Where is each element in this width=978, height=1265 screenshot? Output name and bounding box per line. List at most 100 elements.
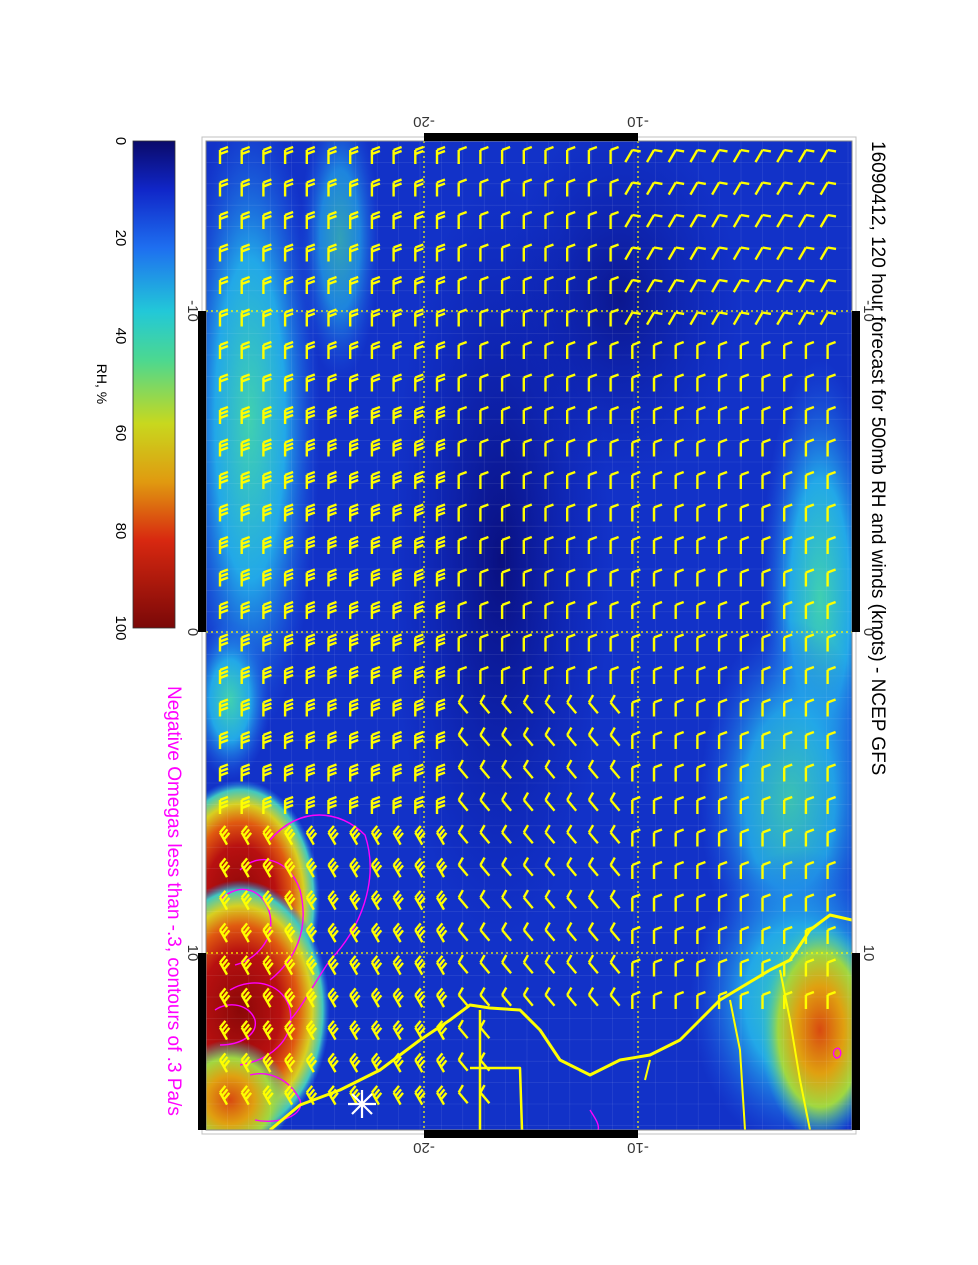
wind-barb	[587, 308, 598, 327]
wind-barb	[609, 373, 620, 392]
wind-barb	[370, 308, 381, 327]
wind-barb	[349, 795, 359, 814]
lat-tick-bottom-1: -20	[413, 1139, 435, 1156]
wind-barb	[262, 698, 272, 717]
wind-barb	[240, 210, 251, 229]
wind-barb	[652, 925, 663, 944]
wind-barb	[283, 568, 294, 587]
wind-barb	[522, 824, 534, 844]
wind-barb	[262, 600, 272, 619]
wind-barb	[435, 922, 448, 943]
wind-barb	[392, 1052, 404, 1073]
wind-barb	[457, 503, 468, 522]
wind-barb	[370, 955, 383, 976]
wind-barb	[652, 535, 663, 554]
wind-barb	[283, 438, 294, 457]
wind-barb	[500, 275, 511, 294]
wind-barb	[696, 698, 706, 717]
wind-barb	[283, 308, 294, 327]
wind-barb	[674, 568, 685, 587]
wind-barb	[522, 373, 533, 392]
wind-barb	[501, 986, 513, 1007]
wind-barb	[327, 340, 337, 359]
wind-barb	[587, 824, 599, 844]
wind-barb	[761, 535, 771, 554]
wind-barb	[370, 438, 381, 457]
wind-barb	[826, 698, 837, 717]
wind-barb	[711, 181, 728, 196]
wind-barb	[305, 275, 316, 294]
wind-barb	[761, 828, 771, 847]
wind-barb	[414, 308, 424, 327]
wind-barb	[674, 958, 685, 977]
wind-barb	[349, 987, 361, 1008]
wind-barb	[435, 340, 446, 359]
wind-barb	[761, 568, 771, 587]
wind-barb	[414, 987, 426, 1008]
wind-barb	[609, 921, 621, 942]
wind-barb	[609, 275, 620, 294]
wind-barb	[783, 860, 793, 879]
wind-barb	[804, 698, 815, 717]
wind-barb	[370, 730, 381, 749]
wind-barb	[435, 178, 446, 197]
wind-barb	[262, 633, 272, 652]
wind-barb	[667, 213, 685, 228]
wind-barb	[349, 955, 361, 976]
wind-barb	[797, 213, 815, 228]
wind-barb	[240, 340, 251, 359]
wind-barb	[826, 470, 837, 489]
wind-barb	[349, 503, 359, 522]
wind-barb	[717, 373, 728, 392]
wind-barb	[240, 568, 251, 587]
wind-barb	[674, 698, 685, 717]
wind-barb	[370, 825, 383, 846]
wind-barb	[587, 503, 598, 522]
wind-barb	[392, 633, 403, 652]
wind-barb	[305, 308, 316, 327]
wind-barb	[414, 698, 424, 717]
wind-barb	[435, 405, 446, 424]
wind-barb	[624, 246, 641, 261]
wind-barb	[349, 922, 361, 943]
wind-barb	[262, 955, 274, 976]
wind-barb	[414, 857, 426, 878]
wind-barb	[566, 373, 576, 392]
wind-barb	[609, 243, 620, 262]
wind-barb	[349, 633, 359, 652]
wind-barb	[566, 243, 576, 262]
wind-barb	[305, 857, 318, 878]
wind-barb	[392, 665, 403, 684]
wind-barb	[305, 795, 316, 814]
wind-barb	[587, 791, 599, 812]
wind-barb	[717, 958, 728, 977]
wind-barb	[327, 470, 337, 489]
chart-subtitle: Negative Omegas less than -.3, contours …	[163, 686, 184, 1116]
wind-barb	[435, 633, 446, 652]
wind-barb	[500, 145, 511, 164]
wind-barb	[631, 633, 641, 652]
wind-barb	[262, 890, 274, 911]
wind-barb	[218, 438, 229, 457]
wind-barb	[566, 694, 578, 714]
wind-barb	[305, 210, 316, 229]
wind-barb	[522, 986, 534, 1007]
wind-barb	[783, 958, 793, 977]
wind-barb	[414, 373, 424, 392]
wind-barb	[305, 503, 316, 522]
wind-barb	[457, 824, 469, 844]
wind-barb	[262, 1085, 274, 1106]
wind-barb	[327, 535, 337, 554]
wind-barb	[479, 145, 489, 164]
wind-barb	[218, 795, 229, 814]
wind-barb	[674, 990, 685, 1009]
wind-barb	[587, 438, 598, 457]
wind-barb	[522, 921, 534, 942]
wind-barb	[283, 633, 294, 652]
wind-barb	[826, 925, 837, 944]
wind-barb	[414, 600, 424, 619]
wind-barb	[783, 340, 793, 359]
wind-barb	[754, 246, 772, 261]
wind-barb	[739, 438, 750, 457]
wind-barb	[652, 438, 663, 457]
